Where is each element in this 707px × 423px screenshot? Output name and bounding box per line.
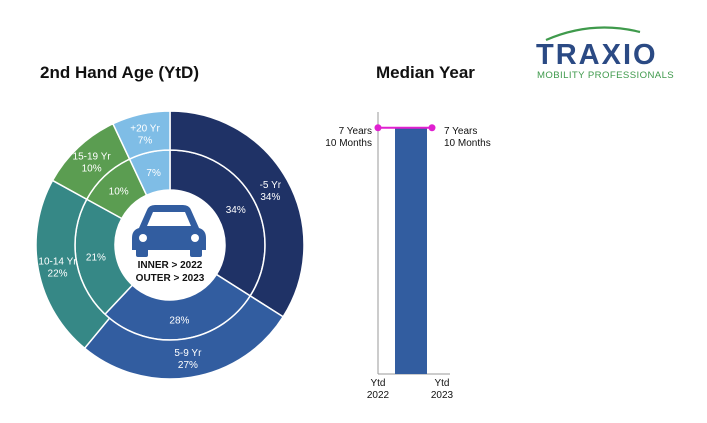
median-point-1 [428, 124, 436, 132]
outer-label-1: 5-9 Yr [174, 348, 202, 359]
logo-wordmark: TRAXIO [536, 39, 658, 71]
category-label-2023: Ytd [434, 378, 449, 389]
inner-label-3: 10% [109, 186, 129, 197]
category-label-2022: 2022 [367, 390, 390, 401]
inner-label-0: 34% [226, 205, 246, 216]
donut-chart-title: 2nd Hand Age (YtD) [40, 63, 199, 82]
outer-slice-4 [111, 110, 171, 161]
inner-label-2: 21% [86, 253, 106, 264]
logo-swoosh [545, 26, 641, 42]
logo-tagline: MOBILITY PROFESSIONALS [537, 70, 674, 81]
outer-label-4: +20 Yr [130, 123, 160, 134]
median-chart-title: Median Year [376, 63, 475, 82]
outer-label-0: 34% [260, 192, 280, 203]
inner-label-1: 28% [169, 315, 189, 326]
value-label-2023: 10 Months [444, 138, 491, 149]
outer-label-0: -5 Yr [260, 180, 282, 191]
outer-label-1: 27% [178, 360, 198, 371]
outer-slice-0 [169, 110, 305, 318]
outer-label-3: 15-19 Yr [73, 152, 112, 163]
median-bar [395, 127, 427, 374]
center-label-inner: INNER > 2022 [138, 260, 203, 271]
outer-label-2: 22% [48, 268, 68, 279]
value-label-2023: 7 Years [444, 126, 477, 137]
outer-label-2: 10-14 Yr [38, 256, 77, 267]
traxio-logo: TRAXIO MOBILITY PROFESSIONALS [536, 26, 674, 81]
inner-label-4: 7% [146, 168, 161, 179]
outer-label-4: 7% [138, 135, 153, 146]
category-label-2023: 2023 [431, 390, 454, 401]
center-label-outer: OUTER > 2023 [136, 273, 205, 284]
car-icon [132, 205, 206, 257]
median-point-0 [374, 124, 382, 132]
category-label-2022: Ytd [370, 378, 385, 389]
value-label-2022: 10 Months [325, 138, 372, 149]
outer-label-3: 10% [82, 164, 102, 175]
value-label-2022: 7 Years [339, 126, 372, 137]
